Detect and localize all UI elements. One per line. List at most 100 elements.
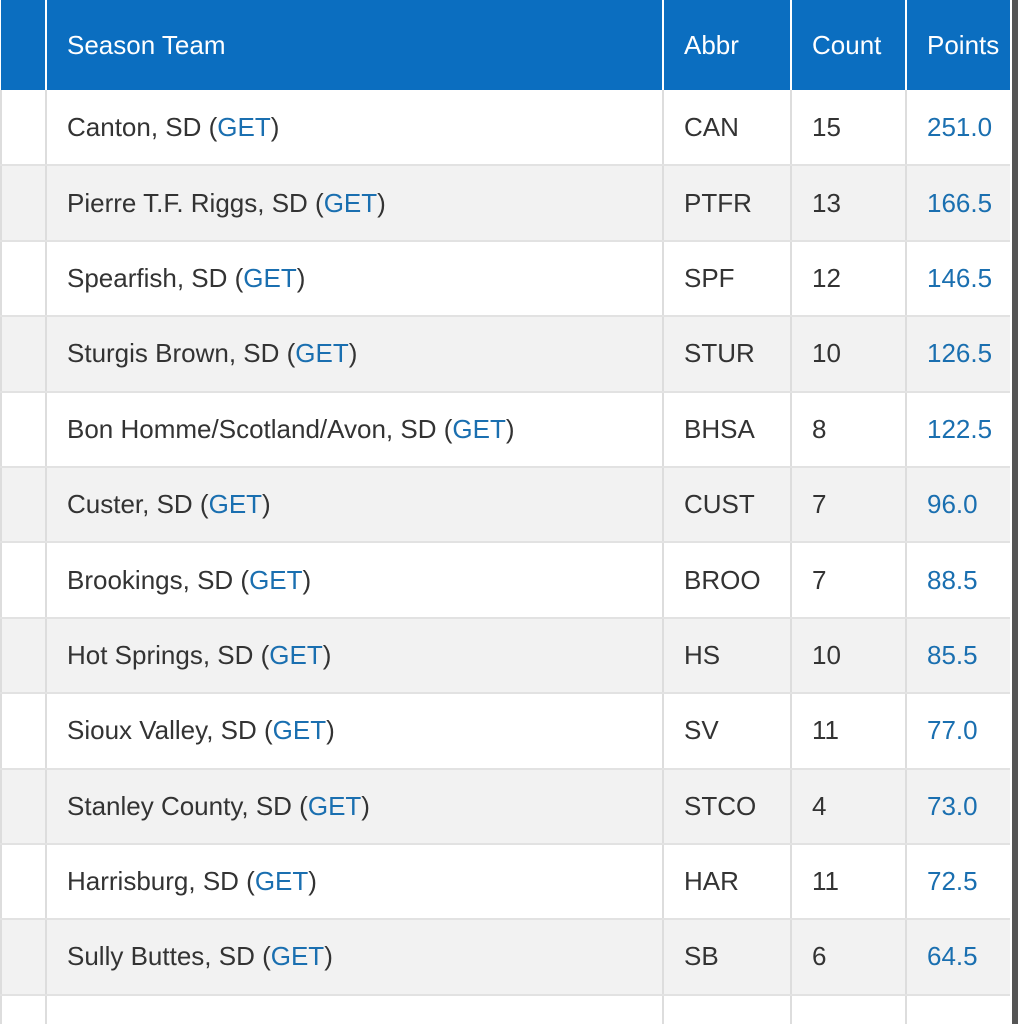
header-cell[interactable]: Count [790, 0, 906, 90]
team-suffix: ) [361, 790, 370, 821]
blank-cell [0, 617, 46, 695]
table-row: Hot Springs, SD (GET) HS 10 85.5 [0, 617, 1011, 695]
points-cell[interactable]: 64.5 [905, 919, 1011, 996]
empty-cell [45, 994, 663, 1024]
header-cell[interactable]: Season Team [45, 0, 663, 90]
get-link[interactable]: GET [208, 489, 263, 520]
get-link[interactable]: GET [452, 413, 506, 444]
table-row-partial [0, 994, 1011, 1024]
get-link[interactable]: GET [323, 187, 378, 218]
blank-cell [0, 391, 46, 468]
get-link[interactable]: GET [307, 790, 362, 821]
team-suffix: ) [270, 111, 280, 142]
points-cell[interactable]: 85.5 [905, 617, 1011, 695]
table-row: Stanley County, SD (GET) STCO 4 73.0 [0, 768, 1011, 845]
blank-cell [0, 768, 46, 845]
team-name: Harrisburg, SD ( [67, 866, 255, 897]
team-cell: Sturgis Brown, SD (GET) [45, 316, 663, 393]
points-cell[interactable]: 72.5 [905, 843, 1011, 921]
team-name: Hot Springs, SD ( [67, 639, 270, 670]
header-blank [1, 0, 46, 90]
blank-cell [0, 316, 46, 393]
blank-cell [0, 90, 46, 167]
team-name: Sully Buttes, SD ( [67, 941, 271, 972]
abbr-cell: BHSA [662, 391, 791, 468]
points-cell[interactable]: 251.0 [905, 90, 1011, 167]
points-cell[interactable]: 77.0 [905, 693, 1011, 770]
team-cell: Stanley County, SD (GET) [45, 768, 663, 845]
table-row: Harrisburg, SD (GET) HAR 11 72.5 [0, 843, 1011, 921]
blank-cell [0, 693, 46, 770]
team-cell: Pierre T.F. Riggs, SD (GET) [45, 165, 663, 242]
abbr-cell: STUR [662, 316, 791, 393]
points-cell[interactable]: 122.5 [905, 391, 1011, 468]
get-link[interactable]: GET [243, 262, 297, 293]
get-link[interactable]: GET [254, 866, 309, 897]
abbr-cell: BROO [662, 542, 791, 619]
points-cell[interactable]: 166.5 [905, 165, 1011, 242]
table-row: Bon Homme/Scotland/Avon, SD (GET) BHSA 8 12… [0, 391, 1011, 468]
count-cell: 12 [790, 240, 906, 318]
points-cell[interactable]: 73.0 [905, 768, 1011, 845]
team-suffix: ) [262, 489, 271, 520]
abbr-cell: CAN [662, 90, 791, 167]
count-cell: 7 [790, 466, 906, 544]
get-link[interactable]: GET [295, 338, 349, 369]
abbr-cell: HS [662, 617, 791, 695]
points-cell[interactable]: 88.5 [905, 542, 1011, 619]
scrollbar [1010, 0, 1024, 1024]
table-row: Sully Buttes, SD (GET) SB 6 64.5 [0, 919, 1011, 996]
team-name: Canton, SD ( [67, 111, 218, 142]
get-link[interactable]: GET [249, 564, 303, 595]
abbr-cell: HAR [662, 843, 791, 921]
team-cell: Custer, SD (GET) [45, 466, 663, 544]
count-cell: 11 [790, 843, 906, 921]
header-row: Season Team Abbr Count Points [1, 0, 1011, 90]
count-cell: 10 [790, 316, 906, 393]
empty-cell [662, 994, 791, 1024]
team-suffix: ) [302, 564, 312, 595]
team-suffix: ) [377, 187, 386, 218]
points-cell[interactable]: 96.0 [905, 466, 1011, 544]
blank-cell [0, 240, 46, 318]
table-body: Canton, SD (GET) CAN 15 251.0 Pierre T.F. Ri… [0, 90, 1011, 1024]
abbr-cell: CUST [662, 466, 791, 544]
count-cell: 13 [790, 165, 906, 242]
get-link[interactable]: GET [270, 941, 325, 972]
points-cell[interactable]: 126.5 [905, 316, 1011, 393]
count-cell: 10 [790, 617, 906, 695]
points-cell[interactable]: 146.5 [905, 240, 1011, 318]
abbr-cell: SB [662, 919, 791, 996]
table-row: Sioux Valley, SD (GET) SV 11 77.0 [0, 693, 1011, 770]
team-cell: Canton, SD (GET) [45, 90, 663, 167]
empty-cell [790, 994, 906, 1024]
table-row: Brookings, SD (GET) BROO 7 88.5 [0, 542, 1011, 619]
team-cell: Brookings, SD (GET) [45, 542, 663, 619]
blank-cell [0, 466, 46, 544]
header-cell[interactable]: Points [905, 0, 1011, 90]
team-suffix: ) [322, 639, 332, 670]
get-link[interactable]: GET [269, 639, 323, 670]
header-cell[interactable]: Abbr [662, 0, 791, 90]
scroll-thumb[interactable] [1012, 0, 1018, 1024]
team-suffix: ) [296, 262, 306, 293]
team-cell: Sioux Valley, SD (GET) [45, 693, 663, 770]
blank-cell [0, 165, 46, 242]
table-row: Pierre T.F. Riggs, SD (GET) PTFR 13 166.5 [0, 165, 1011, 242]
abbr-cell: SV [662, 693, 791, 770]
count-cell: 7 [790, 542, 906, 619]
count-cell: 8 [790, 391, 906, 468]
team-name: Brookings, SD ( [67, 564, 250, 595]
count-cell: 4 [790, 768, 906, 845]
team-name: Sioux Valley, SD ( [67, 715, 273, 746]
abbr-cell: STCO [662, 768, 791, 845]
abbr-cell: PTFR [662, 165, 791, 242]
team-suffix: ) [326, 715, 335, 746]
get-link[interactable]: GET [217, 111, 271, 142]
get-link[interactable]: GET [272, 715, 327, 746]
table-row: Sturgis Brown, SD (GET) STUR 10 126.5 [0, 316, 1011, 393]
empty-cell [905, 994, 1011, 1024]
team-name: Pierre T.F. Riggs, SD ( [67, 187, 324, 218]
team-name: Spearfish, SD ( [67, 262, 244, 293]
